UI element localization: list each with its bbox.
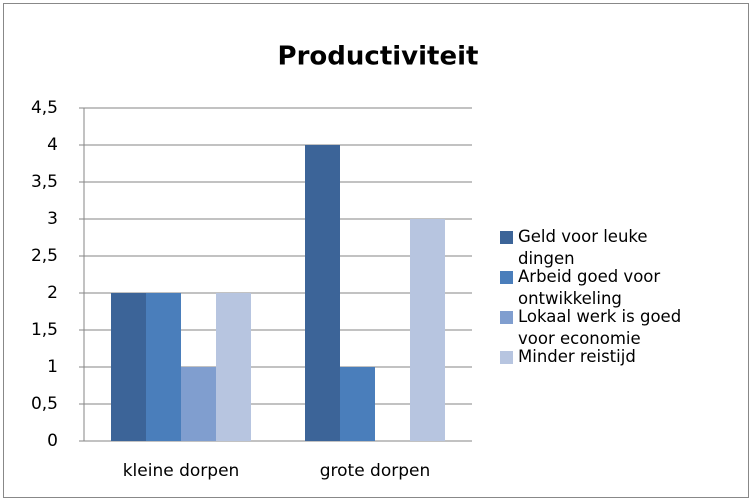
legend-label: Geld voor leuke dingen bbox=[518, 227, 648, 268]
legend-swatch bbox=[500, 351, 513, 364]
y-tick-label: 1 bbox=[47, 357, 58, 377]
bar bbox=[305, 145, 340, 441]
bar bbox=[340, 367, 375, 441]
y-tick-label: 0 bbox=[47, 431, 58, 451]
legend-label: Minder reistijd bbox=[518, 347, 636, 366]
legend-swatch bbox=[500, 231, 513, 244]
y-tick-label: 3,5 bbox=[31, 172, 58, 192]
x-tick-label: kleine dorpen bbox=[123, 461, 240, 481]
legend-entry: Minder reistijd bbox=[500, 346, 740, 386]
bar bbox=[146, 293, 181, 441]
y-tick-label: 1,5 bbox=[31, 320, 58, 340]
y-tick-label: 4,5 bbox=[31, 98, 58, 118]
y-tick-label: 0,5 bbox=[31, 394, 58, 414]
y-tick-label: 3 bbox=[47, 209, 58, 229]
legend-swatch bbox=[500, 311, 513, 324]
x-tick-label: grote dorpen bbox=[320, 461, 431, 481]
legend-entry: Arbeid goed voor ontwikkeling bbox=[500, 266, 740, 308]
y-tick-label: 2,5 bbox=[31, 246, 58, 266]
legend: Geld voor leuke dingen Arbeid goed voor o… bbox=[500, 226, 740, 386]
y-tick-label: 2 bbox=[47, 283, 58, 303]
chart-title: Productiviteit bbox=[278, 42, 479, 72]
legend-entry: Geld voor leuke dingen bbox=[500, 226, 740, 268]
legend-swatch bbox=[500, 271, 513, 284]
bar bbox=[181, 367, 216, 441]
bar bbox=[410, 219, 445, 441]
bar bbox=[111, 293, 146, 441]
bar bbox=[216, 293, 251, 441]
legend-label: Lokaal werk is goed voor economie bbox=[518, 307, 682, 348]
legend-entry: Lokaal werk is goed voor economie bbox=[500, 306, 740, 348]
legend-label: Arbeid goed voor ontwikkeling bbox=[518, 267, 661, 308]
y-tick-label: 4 bbox=[47, 135, 58, 155]
